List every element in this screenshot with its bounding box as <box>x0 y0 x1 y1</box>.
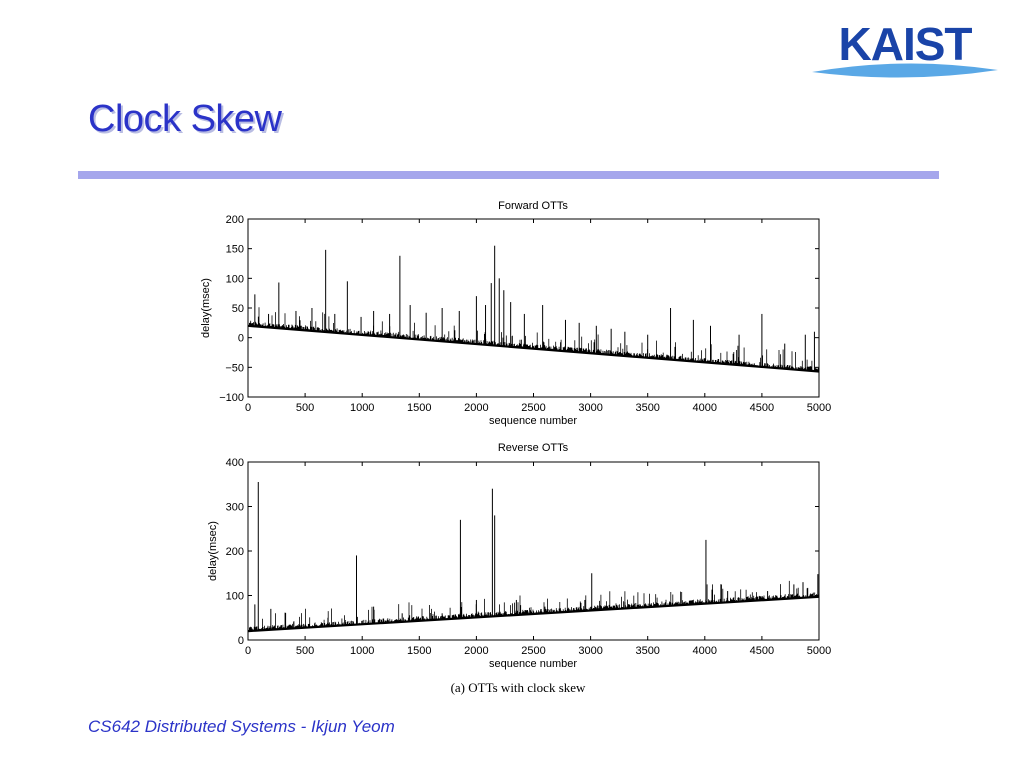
slide-title: Clock Skew <box>88 98 282 140</box>
x-tick-label: 4500 <box>750 645 774 657</box>
chart-title: Reverse OTTs <box>498 442 569 454</box>
x-tick-label: 1000 <box>350 402 374 414</box>
logo-swoosh <box>812 63 998 78</box>
x-axis-label: sequence number <box>489 658 577 670</box>
y-tick-label: −50 <box>225 362 244 374</box>
series-layer <box>247 482 820 633</box>
delay-trace <box>247 307 820 372</box>
x-tick-label: 5000 <box>807 402 831 414</box>
axis-ticks: 0 500 1000 1500 2000 2500 3000 3500 4000 4500 5000… <box>219 214 831 414</box>
y-tick-label: 0 <box>238 333 244 345</box>
x-tick-label: 2000 <box>464 402 488 414</box>
y-tick-label: 300 <box>226 502 244 514</box>
x-tick-label: 0 <box>245 402 251 414</box>
y-tick-label: 100 <box>226 591 244 603</box>
delay-trace <box>247 580 820 632</box>
x-tick-label: 1000 <box>350 645 374 657</box>
forward-otts-chart: Forward OTTs 0 500 1000 1500 2000 2500 3000 350… <box>200 200 831 427</box>
y-tick-label: 200 <box>226 546 244 558</box>
x-tick-label: 3000 <box>578 645 602 657</box>
chart-title: Forward OTTs <box>498 200 568 212</box>
axis-ticks: 0 500 1000 1500 2000 2500 3000 3500 4000 4500 5000… <box>226 457 832 657</box>
x-tick-label: 3500 <box>635 402 659 414</box>
figure-caption: (a) OTTs with clock skew <box>450 680 586 695</box>
x-tick-label: 2500 <box>521 402 545 414</box>
y-tick-label: 0 <box>238 635 244 647</box>
x-tick-label: 500 <box>296 402 314 414</box>
x-tick-label: 2000 <box>464 645 488 657</box>
reverse-otts-chart: Reverse OTTs 0 500 1000 1500 2000 2500 3000 350… <box>207 442 831 670</box>
x-tick-label: 0 <box>245 645 251 657</box>
x-tick-label: 2500 <box>521 645 545 657</box>
series-layer <box>247 245 820 373</box>
y-tick-label: 200 <box>226 214 244 226</box>
kaist-logo: KAIST <box>812 20 998 78</box>
skew-baseline <box>247 595 820 633</box>
x-axis-label: sequence number <box>489 415 577 427</box>
y-axis-label: delay(msec) <box>207 521 219 581</box>
x-tick-label: 4500 <box>750 402 774 414</box>
logo-text: KAIST <box>839 20 973 70</box>
x-tick-label: 1500 <box>407 402 431 414</box>
x-tick-label: 4000 <box>693 645 717 657</box>
y-tick-label: 100 <box>226 273 244 285</box>
x-tick-label: 1500 <box>407 645 431 657</box>
y-tick-label: 400 <box>226 457 244 469</box>
footer-text: CS642 Distributed Systems - Ikjun Yeom <box>88 717 395 736</box>
x-tick-label: 5000 <box>807 645 831 657</box>
x-tick-label: 500 <box>296 645 314 657</box>
skew-baseline <box>247 324 820 373</box>
x-tick-label: 3000 <box>578 402 602 414</box>
x-tick-label: 3500 <box>635 645 659 657</box>
title-rule <box>78 171 939 179</box>
y-tick-label: 150 <box>226 244 244 256</box>
y-tick-label: 50 <box>232 303 244 315</box>
plot-frame <box>247 218 820 398</box>
x-tick-label: 4000 <box>693 402 717 414</box>
y-tick-label: −100 <box>219 392 244 404</box>
y-axis-label: delay(msec) <box>200 278 212 338</box>
